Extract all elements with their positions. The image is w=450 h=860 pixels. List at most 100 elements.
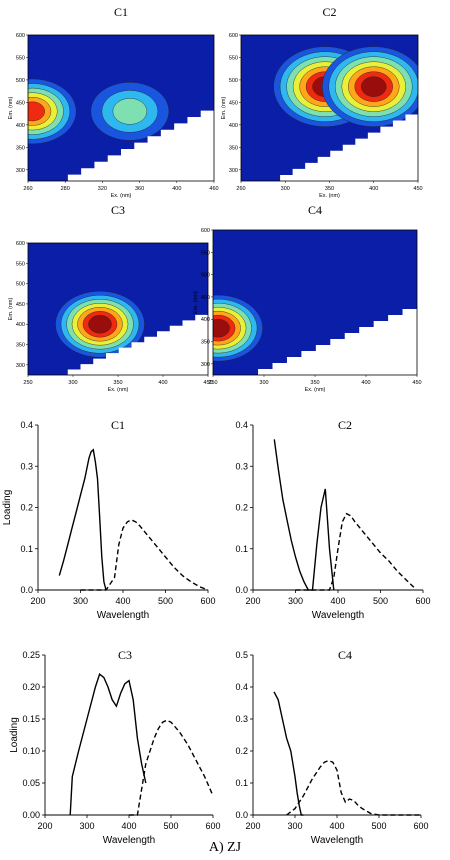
- loading-panel-c1: 200 300 400 500 600 0.0 0.1 0.2 0.3 0.4 C1 Waveleng…: [2, 418, 216, 621]
- y-tick-label: 600: [16, 241, 25, 247]
- y-tick-label: 400: [16, 322, 25, 328]
- y-tick-label: 600: [229, 33, 238, 39]
- emission-loading-line: [80, 519, 209, 591]
- y-tick-label: 500: [16, 282, 25, 288]
- x-tick-label: 300: [73, 596, 88, 606]
- x-tick-label: 400: [369, 186, 378, 192]
- y-tick-label: 300: [229, 168, 238, 174]
- unmeasured-region: [54, 104, 214, 181]
- x-tick-label: 250: [208, 380, 217, 386]
- y-tick-label: 0.4: [235, 682, 248, 692]
- x-tick-label: 400: [158, 380, 167, 386]
- contour-level-7-peak-1: [88, 315, 112, 334]
- x-tick-label: 300: [68, 380, 77, 386]
- plot-frame: [27, 34, 215, 182]
- y-tick-label: 550: [16, 261, 25, 267]
- excitation-loading-line: [273, 439, 335, 591]
- y-tick-label: 500: [229, 78, 238, 84]
- y-axis-label: Em. (nm): [193, 291, 199, 314]
- x-tick-label: 360: [135, 186, 144, 192]
- eem-panel-c3: C3 250 300 350 400 450 300 350 400 450 500 550 600 Ex…: [8, 203, 213, 393]
- y-tick-label: 0.10: [22, 746, 40, 756]
- x-tick-label: 260: [23, 186, 32, 192]
- x-tick-label: 300: [259, 380, 268, 386]
- x-axis-label: Ex. (nm): [305, 387, 326, 393]
- y-tick-label: 450: [201, 295, 210, 301]
- y-tick-label: 0.0: [235, 810, 248, 820]
- y-tick-label: 450: [229, 100, 238, 106]
- x-tick-label: 200: [37, 821, 52, 831]
- x-tick-label: 500: [373, 596, 388, 606]
- y-tick-label: 0.3: [235, 461, 248, 471]
- x-tick-label: 200: [245, 821, 260, 831]
- panel-title: C2: [322, 5, 336, 19]
- panel-title: C4: [308, 203, 322, 217]
- y-tick-label: 0.05: [22, 778, 40, 788]
- contour-level-3-peak-2: [112, 98, 148, 125]
- x-tick-label: 400: [115, 596, 130, 606]
- y-tick-label: 0.25: [22, 650, 40, 660]
- y-axis-label: Em. (nm): [8, 97, 14, 120]
- y-axis-label: Em. (nm): [221, 97, 227, 120]
- y-tick-label: 0.1: [235, 778, 248, 788]
- x-tick-label: 600: [415, 596, 430, 606]
- x-tick-label: 300: [281, 186, 290, 192]
- x-axis-label: Wavelength: [97, 610, 149, 621]
- x-tick-label: 600: [205, 821, 220, 831]
- y-tick-label: 0.4: [235, 420, 248, 430]
- x-tick-label: 350: [310, 380, 319, 386]
- y-tick-label: 450: [16, 302, 25, 308]
- loading-panel-c3: 200 300 400 500 600 0.00 0.05 0.10 0.15 0.20 0.25 C…: [9, 648, 221, 846]
- y-tick-label: 0.0: [235, 585, 248, 595]
- y-tick-label: 0.1: [235, 544, 248, 554]
- y-tick-label: 0.20: [22, 682, 40, 692]
- contour-level-7-peak-1: [213, 318, 230, 338]
- x-tick-label: 250: [23, 380, 32, 386]
- eem-panel-c1: C1 260 280 320 360 400 460 300 350 400 450 500 550 60…: [8, 5, 219, 199]
- x-tick-label: 450: [412, 380, 421, 386]
- y-tick-label: 550: [201, 250, 210, 256]
- y-tick-label: 0.2: [20, 503, 33, 513]
- x-tick-label: 350: [325, 186, 334, 192]
- eem-panel-c2: C2 260 300 350 400 450 300 350 400 450 500 550 600 Ex…: [221, 5, 423, 199]
- contour-level-7-peak-2: [361, 76, 387, 97]
- x-tick-label: 450: [413, 186, 422, 192]
- x-tick-label: 400: [172, 186, 181, 192]
- y-tick-label: 0.0: [20, 585, 33, 595]
- panel-title: C3: [118, 648, 132, 662]
- unmeasured-region: [243, 302, 417, 375]
- y-tick-label: 0.5: [235, 650, 248, 660]
- y-tick-label: 0.3: [20, 461, 33, 471]
- y-tick-label: 400: [16, 123, 25, 129]
- x-tick-label: 500: [371, 821, 386, 831]
- unmeasured-region: [55, 309, 208, 375]
- y-tick-label: 300: [16, 168, 25, 174]
- x-axis-label: Ex. (nm): [111, 193, 132, 199]
- x-tick-label: 350: [113, 380, 122, 386]
- y-tick-label: 350: [201, 340, 210, 346]
- eem-panel-c4: C4 250 300 350 400 450 300 350 400 450 500 550 600 Ex…: [193, 203, 422, 393]
- panel-title: C4: [338, 648, 352, 662]
- y-axis-label: Loading: [2, 490, 13, 526]
- y-tick-label: 500: [201, 273, 210, 279]
- x-tick-label: 300: [288, 596, 303, 606]
- y-tick-label: 0.15: [22, 714, 40, 724]
- panel-title: C1: [111, 418, 125, 432]
- y-tick-label: 0.00: [22, 810, 40, 820]
- y-axis-label: Em. (nm): [8, 298, 14, 321]
- x-tick-label: 400: [329, 821, 344, 831]
- y-tick-label: 550: [16, 55, 25, 61]
- y-tick-label: 400: [201, 317, 210, 323]
- y-tick-label: 350: [16, 343, 25, 349]
- panel-title: C3: [111, 203, 125, 217]
- emission-loading-line: [295, 512, 415, 591]
- x-tick-label: 450: [203, 380, 212, 386]
- y-tick-label: 600: [16, 33, 25, 39]
- x-axis-label: Wavelength: [312, 610, 364, 621]
- y-tick-label: 500: [16, 78, 25, 84]
- x-tick-label: 600: [200, 596, 215, 606]
- y-axis-label: Loading: [9, 717, 20, 753]
- y-tick-label: 350: [229, 145, 238, 151]
- figure-caption: A) ZJ: [208, 840, 242, 855]
